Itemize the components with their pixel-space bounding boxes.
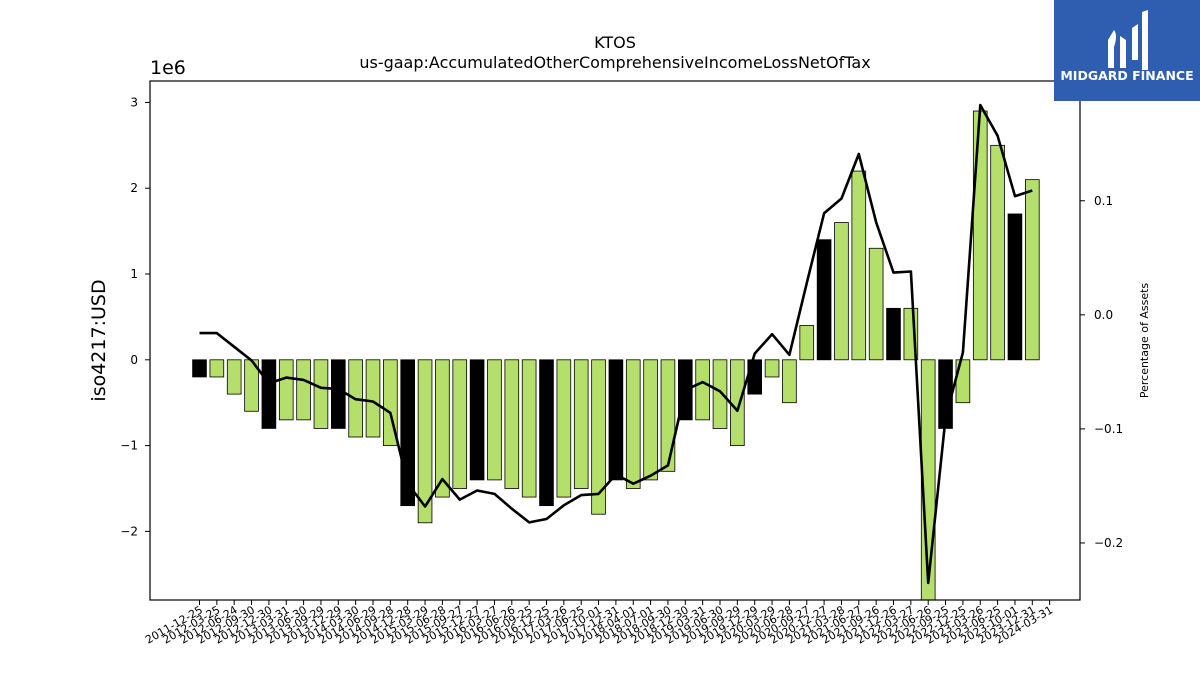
bar — [504, 359, 520, 489]
axes: −2 −1 0 1 2 3 1e6 iso4217:USD −0.2 −0.1 0.0 0.1 Perc… — [88, 57, 1151, 647]
bar — [521, 359, 537, 498]
bar — [296, 359, 311, 421]
bar — [417, 359, 433, 524]
bars — [192, 110, 1040, 600]
bar — [972, 110, 988, 361]
y-tick-label: 1 — [130, 267, 138, 281]
y2-tick-label: 0.1 — [1094, 194, 1113, 208]
bar — [209, 359, 225, 378]
bar — [868, 247, 884, 361]
bar — [278, 359, 294, 421]
bar — [556, 359, 572, 498]
y-tick-label: 0 — [130, 353, 138, 367]
bar — [1007, 213, 1023, 361]
bar — [747, 359, 762, 395]
bar — [764, 359, 780, 378]
logo-text: MIDGARD FINANCE — [1060, 68, 1194, 83]
y-tick-label: 3 — [130, 95, 138, 109]
bar — [261, 359, 277, 429]
bar — [1025, 179, 1040, 361]
chart-title: KTOS — [594, 33, 636, 52]
bar — [799, 325, 815, 361]
y2-tick-label: −0.1 — [1094, 422, 1123, 436]
percentage-line — [199, 103, 1033, 585]
bar — [469, 359, 485, 481]
bar — [539, 359, 554, 507]
bar — [226, 359, 242, 395]
bar — [608, 359, 624, 481]
bar — [452, 359, 468, 489]
bar — [834, 222, 849, 361]
y2-axis-label: Percentage of Assets — [1138, 283, 1151, 399]
bar — [573, 359, 589, 489]
y-offset-label: 1e6 — [150, 57, 186, 79]
bar — [990, 144, 1005, 361]
y-tick-label: −2 — [120, 524, 138, 538]
bar — [365, 359, 381, 438]
bar — [851, 170, 867, 361]
bar — [192, 359, 207, 378]
logo-mark-icon — [1108, 10, 1148, 70]
y-tick-label: −1 — [120, 439, 138, 453]
chart-subtitle: us-gaap:AccumulatedOtherComprehensiveInc… — [359, 53, 871, 72]
bar — [591, 359, 606, 515]
y2-tick-label: 0.0 — [1094, 308, 1113, 322]
bar — [313, 359, 329, 429]
bar — [435, 359, 450, 498]
bar — [330, 359, 346, 429]
bar — [816, 239, 832, 361]
bar — [660, 359, 676, 472]
line-layer — [199, 103, 1033, 585]
bar — [730, 359, 745, 446]
bar — [643, 359, 658, 481]
bar — [625, 359, 641, 489]
bar — [695, 359, 710, 421]
y-tick-label: 2 — [130, 181, 138, 195]
y2-tick-label: −0.2 — [1094, 536, 1123, 550]
bar — [487, 359, 502, 481]
bar — [886, 307, 901, 361]
bar — [782, 359, 797, 404]
y-axis-label: iso4217:USD — [88, 279, 110, 401]
brand-logo: MIDGARD FINANCE — [1054, 0, 1200, 101]
bar — [712, 359, 728, 429]
plot-frame — [149, 80, 1081, 601]
